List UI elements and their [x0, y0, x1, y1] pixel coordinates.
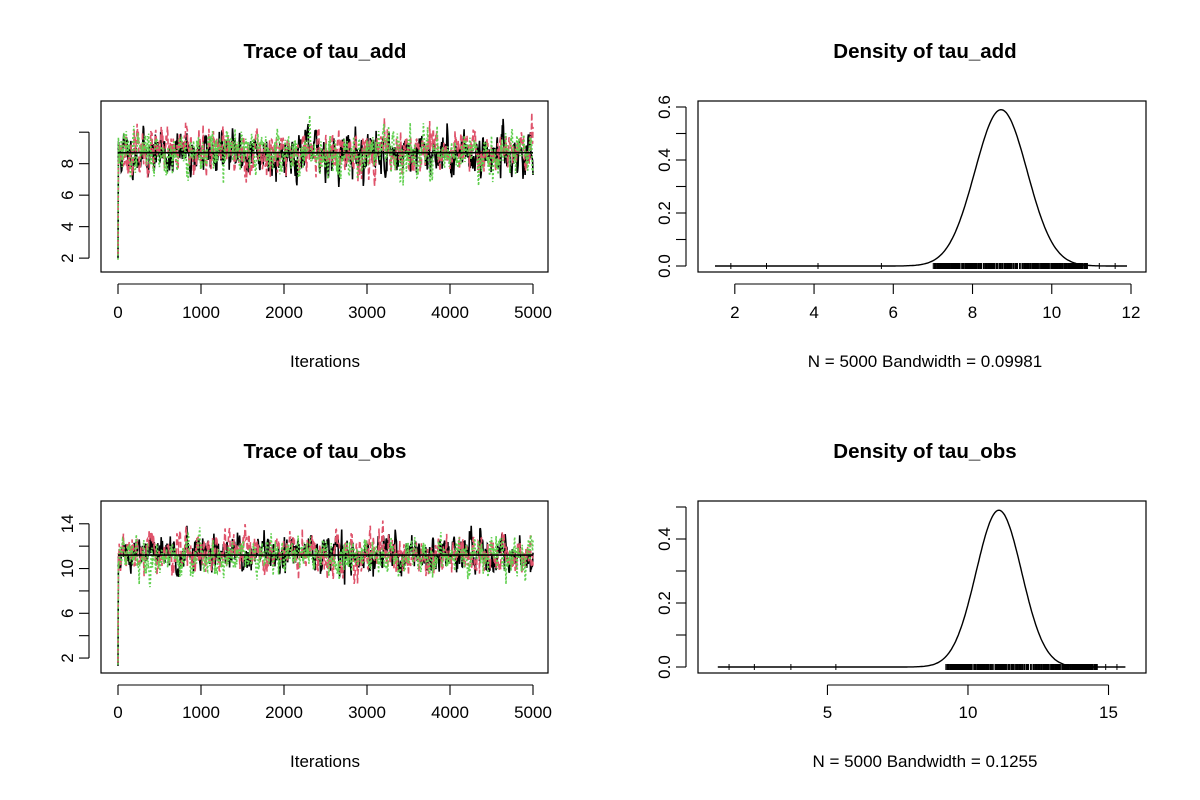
density_tau_add-x-axis-label: N = 5000 Bandwidth = 0.09981	[808, 352, 1042, 371]
density_tau_add-plot-frame	[697, 100, 1147, 273]
trace_tau_add-chain-2-line	[117, 112, 534, 256]
density_tau_obs-x-tick-label: 10	[959, 703, 978, 722]
trace_tau_obs-x-tick-label: 4000	[431, 703, 469, 722]
density_tau_add-density-curve	[715, 108, 1127, 267]
trace_tau_obs-x-tick-label: 3000	[348, 703, 386, 722]
trace_tau_add-x-tick-label: 1000	[182, 303, 220, 322]
density_tau_add-x-tick-label: 2	[730, 303, 739, 322]
trace_tau_obs-y-tick-label: 10	[58, 559, 77, 578]
trace_tau_add-y-axis: 2 4 6 8	[58, 131, 90, 263]
trace_tau_obs-y-tick-label: 14	[58, 514, 77, 533]
density_tau_add-panel: Density of tau_add 2 4 6 8 10 12 0.0 0.2 0.4 0.6 N …	[655, 40, 1147, 371]
trace_tau_add-y-tick-label: 6	[58, 190, 77, 199]
trace_tau_add-x-tick-label: 4000	[431, 303, 469, 322]
density_tau_obs-x-tick-label: 5	[823, 703, 832, 722]
trace_tau_add-chain-3-line	[117, 115, 534, 260]
trace_tau_add-x-tick-label: 5000	[514, 303, 552, 322]
density_tau_obs-title: Density of tau_obs	[833, 440, 1016, 463]
density_tau_obs-plot-frame	[697, 500, 1147, 674]
density_tau_add-x-axis: 2 4 6 8 10 12	[730, 283, 1141, 322]
density_tau_add-y-tick-label: 0.0	[655, 254, 674, 278]
density_tau_obs-plot-area	[717, 509, 1126, 670]
density_tau_obs-x-axis-label: N = 5000 Bandwidth = 0.1255	[813, 752, 1038, 771]
density_tau_add-rug	[730, 263, 1116, 269]
density_tau_add-title: Density of tau_add	[833, 40, 1016, 63]
density_tau_add-x-tick-label: 6	[889, 303, 898, 322]
trace_tau_obs-y-axis: 2 6 10 14	[58, 514, 90, 663]
trace_tau_obs-plot-area	[117, 520, 534, 666]
trace_tau_add-x-tick-label: 3000	[348, 303, 386, 322]
density_tau_obs-y-axis: 0.0 0.2 0.4	[655, 506, 687, 679]
trace_tau_obs-panel: Trace of tau_obs 0 1000 2000 3000 4000 5000 2 6 1…	[58, 440, 552, 771]
trace_tau_obs-x-tick-label: 1000	[182, 703, 220, 722]
density_tau_add-y-tick-label: 0.2	[655, 201, 674, 225]
density_tau_obs-density-curve	[717, 509, 1126, 668]
density_tau_obs-y-tick-label: 0.4	[655, 527, 674, 551]
trace_tau_obs-y-tick-label: 6	[58, 609, 77, 618]
trace_tau_obs-y-tick-label: 2	[58, 653, 77, 662]
density_tau_add-x-tick-label: 8	[968, 303, 977, 322]
trace_tau_add-panel: Trace of tau_add 0 1000 2000 3000 4000 5000 2 4 6…	[58, 40, 552, 371]
trace_tau_add-x-tick-label: 2000	[265, 303, 303, 322]
density_tau_obs-panel: Density of tau_obs 5 10 15 0.0 0.2 0.4 N = 5000…	[655, 440, 1147, 771]
density_tau_add-y-axis: 0.0 0.2 0.4 0.6	[655, 95, 687, 278]
trace_tau_add-y-tick-label: 2	[58, 253, 77, 262]
density_tau_add-x-tick-label: 12	[1122, 303, 1141, 322]
trace_tau_add-x-axis: 0 1000 2000 3000 4000 5000	[113, 283, 552, 322]
density_tau_add-x-tick-label: 4	[809, 303, 818, 322]
density_tau_add-plot-area	[715, 108, 1127, 269]
density_tau_obs-x-tick-label: 15	[1099, 703, 1118, 722]
trace_tau_add-plot-area	[117, 112, 534, 260]
trace_tau_obs-x-tick-label: 2000	[265, 703, 303, 722]
density_tau_add-x-tick-label: 10	[1042, 303, 1061, 322]
trace_tau_obs-x-axis-label: Iterations	[290, 752, 360, 771]
density_tau_obs-x-axis: 5 10 15	[823, 684, 1118, 722]
density_tau_obs-y-tick-label: 0.0	[655, 655, 674, 679]
trace_tau_add-y-tick-label: 8	[58, 159, 77, 168]
trace_tau_add-x-tick-label: 0	[113, 303, 122, 322]
density_tau_obs-y-tick-label: 0.2	[655, 591, 674, 615]
trace_tau_obs-x-tick-label: 5000	[514, 703, 552, 722]
density_tau_obs-rug	[728, 664, 1118, 670]
trace_tau_obs-plot-frame	[100, 500, 549, 674]
trace_tau_obs-x-tick-label: 0	[113, 703, 122, 722]
trace_tau_add-title: Trace of tau_add	[244, 40, 407, 63]
density_tau_add-y-tick-label: 0.6	[655, 95, 674, 119]
density_tau_add-y-tick-label: 0.4	[655, 148, 674, 172]
trace_tau_add-y-tick-label: 4	[58, 222, 77, 231]
trace_tau_add-plot-frame	[100, 100, 549, 273]
trace_tau_add-x-axis-label: Iterations	[290, 352, 360, 371]
trace_tau_obs-title: Trace of tau_obs	[244, 440, 407, 463]
trace_tau_obs-x-axis: 0 1000 2000 3000 4000 5000	[113, 684, 552, 722]
